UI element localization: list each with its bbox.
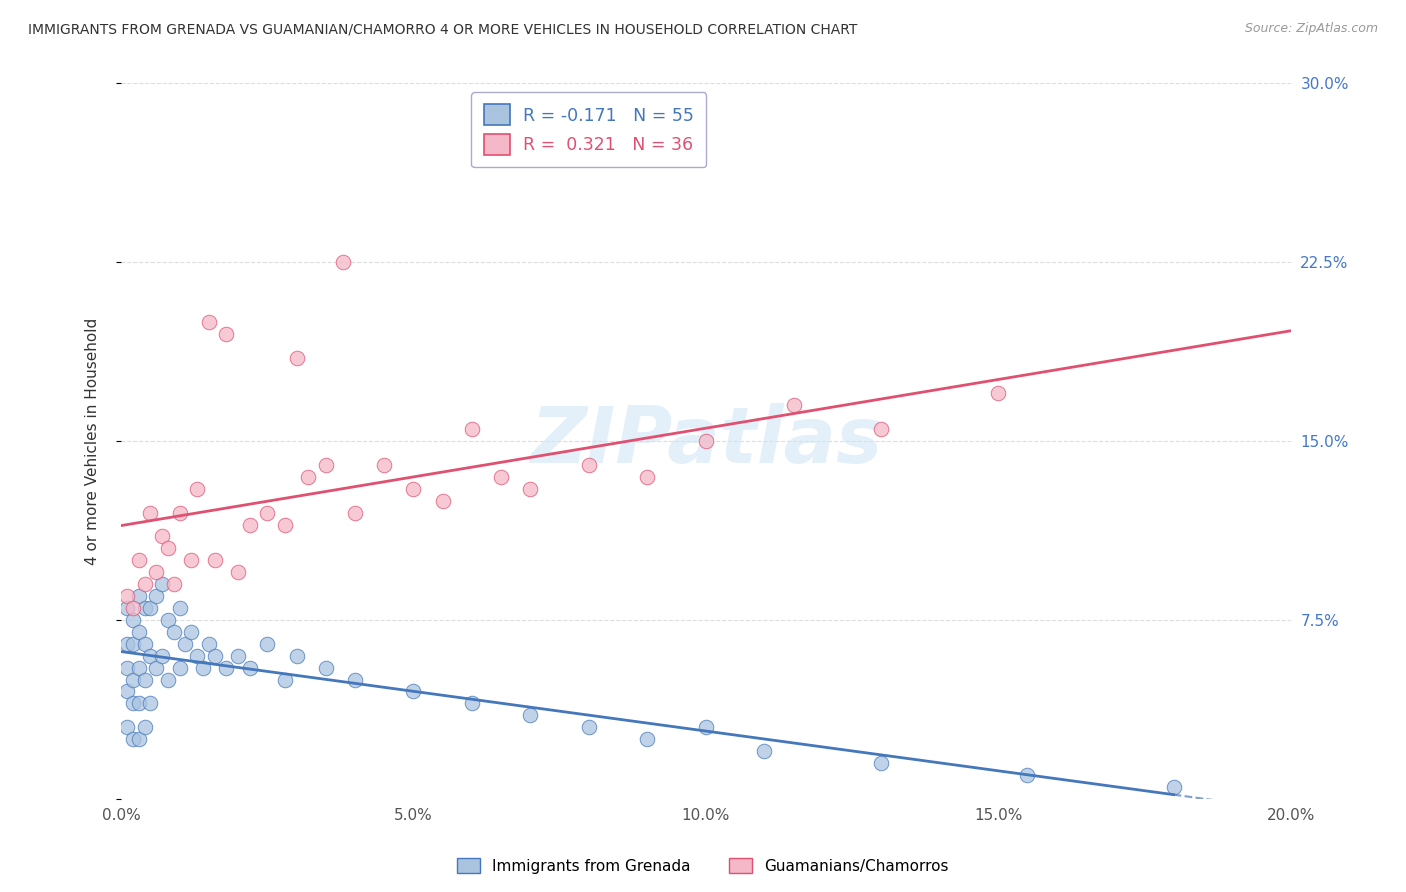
Point <box>128 697 150 711</box>
Point <box>987 386 1010 401</box>
Point <box>215 326 238 341</box>
Point <box>121 697 143 711</box>
Point <box>169 601 191 615</box>
Point <box>134 673 156 687</box>
Point <box>256 506 278 520</box>
Point <box>163 577 186 591</box>
Point <box>215 660 238 674</box>
Point <box>128 589 150 603</box>
Point <box>169 506 191 520</box>
Point <box>373 458 395 472</box>
Point <box>274 517 297 532</box>
Point <box>198 637 221 651</box>
Point <box>115 684 138 698</box>
Text: Source: ZipAtlas.com: Source: ZipAtlas.com <box>1244 22 1378 36</box>
Point <box>180 553 202 567</box>
Point <box>128 732 150 747</box>
Point <box>156 613 179 627</box>
Point <box>297 470 319 484</box>
Point <box>315 458 337 472</box>
Point <box>134 601 156 615</box>
Point <box>344 506 367 520</box>
Point <box>128 624 150 639</box>
Point <box>274 673 297 687</box>
Point <box>150 577 173 591</box>
Point <box>121 637 143 651</box>
Point <box>115 589 138 603</box>
Point <box>121 601 143 615</box>
Point <box>198 315 221 329</box>
Point <box>121 673 143 687</box>
Point <box>150 529 173 543</box>
Point <box>461 422 484 436</box>
Point <box>519 482 541 496</box>
Point <box>285 648 308 663</box>
Point <box>128 553 150 567</box>
Point <box>180 624 202 639</box>
Point <box>139 697 162 711</box>
Point <box>169 660 191 674</box>
Point <box>695 434 717 449</box>
Point <box>870 756 893 770</box>
Point <box>134 577 156 591</box>
Point <box>239 660 262 674</box>
Point <box>115 637 138 651</box>
Point <box>578 720 600 734</box>
Point <box>285 351 308 365</box>
Point <box>128 660 150 674</box>
Point <box>636 470 658 484</box>
Point <box>489 470 512 484</box>
Point <box>191 660 214 674</box>
Point <box>156 673 179 687</box>
Point <box>145 566 167 580</box>
Point <box>115 660 138 674</box>
Point <box>315 660 337 674</box>
Point <box>332 255 354 269</box>
Text: ZIPatlas: ZIPatlas <box>530 403 882 479</box>
Point <box>870 422 893 436</box>
Point <box>139 506 162 520</box>
Y-axis label: 4 or more Vehicles in Household: 4 or more Vehicles in Household <box>86 318 100 565</box>
Point <box>121 732 143 747</box>
Point <box>256 637 278 651</box>
Point <box>754 744 776 758</box>
Point <box>432 493 454 508</box>
Point <box>204 553 226 567</box>
Point <box>519 708 541 723</box>
Point <box>150 648 173 663</box>
Point <box>139 648 162 663</box>
Point <box>156 541 179 556</box>
Point <box>134 720 156 734</box>
Legend: R = -0.171   N = 55, R =  0.321   N = 36: R = -0.171 N = 55, R = 0.321 N = 36 <box>471 92 706 168</box>
Point <box>134 637 156 651</box>
Point <box>1017 768 1039 782</box>
Point <box>226 648 249 663</box>
Legend: Immigrants from Grenada, Guamanians/Chamorros: Immigrants from Grenada, Guamanians/Cham… <box>451 852 955 880</box>
Point <box>1163 780 1185 794</box>
Point <box>782 398 804 412</box>
Point <box>239 517 262 532</box>
Point <box>121 613 143 627</box>
Point <box>226 566 249 580</box>
Point <box>145 660 167 674</box>
Point <box>186 648 208 663</box>
Point <box>461 697 484 711</box>
Point <box>204 648 226 663</box>
Point <box>695 720 717 734</box>
Text: IMMIGRANTS FROM GRENADA VS GUAMANIAN/CHAMORRO 4 OR MORE VEHICLES IN HOUSEHOLD CO: IMMIGRANTS FROM GRENADA VS GUAMANIAN/CHA… <box>28 22 858 37</box>
Point <box>636 732 658 747</box>
Point <box>115 720 138 734</box>
Point <box>163 624 186 639</box>
Point <box>402 684 425 698</box>
Point <box>402 482 425 496</box>
Point <box>578 458 600 472</box>
Point <box>145 589 167 603</box>
Point <box>344 673 367 687</box>
Point <box>186 482 208 496</box>
Point <box>115 601 138 615</box>
Point <box>139 601 162 615</box>
Point <box>174 637 197 651</box>
